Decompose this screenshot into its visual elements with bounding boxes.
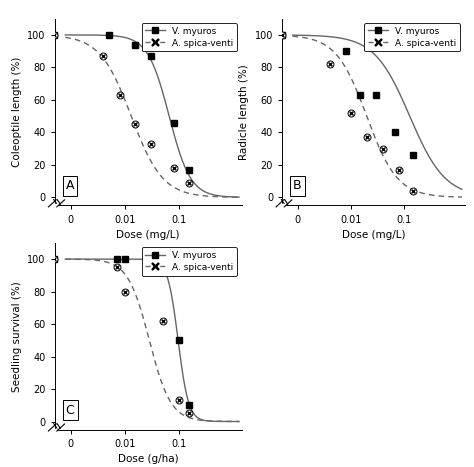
Text: A: A [66, 179, 74, 192]
Y-axis label: Seedling survival (%): Seedling survival (%) [11, 281, 21, 392]
X-axis label: Dose (mg/L): Dose (mg/L) [117, 230, 180, 240]
Text: C: C [66, 403, 74, 417]
X-axis label: Dose (g/ha): Dose (g/ha) [118, 454, 178, 464]
X-axis label: Dose (mg/L): Dose (mg/L) [342, 230, 405, 240]
Legend: V. myuros, A. spica-venti: V. myuros, A. spica-venti [365, 23, 460, 51]
Y-axis label: Radicle length (%): Radicle length (%) [239, 64, 249, 160]
Y-axis label: Coleoptile length (%): Coleoptile length (%) [11, 57, 21, 167]
Legend: V. myuros, A. spica-venti: V. myuros, A. spica-venti [142, 23, 237, 51]
Legend: V. myuros, A. spica-venti: V. myuros, A. spica-venti [142, 248, 237, 276]
Text: B: B [293, 179, 301, 192]
